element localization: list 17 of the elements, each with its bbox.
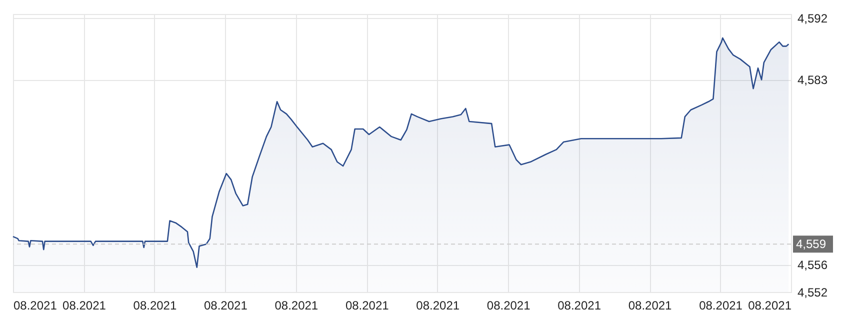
x-tick-label: 08.2021 <box>628 298 672 312</box>
x-tick-label: 08.2021 <box>274 298 318 312</box>
y-tick-label: 4,583 <box>798 73 828 88</box>
x-tick-label: 08.2021 <box>133 298 177 312</box>
x-tick-label: 08.2021 <box>486 298 531 312</box>
x-tick-label: 08.2021 <box>699 298 743 312</box>
x-tick-label: 08.2021 <box>345 298 390 312</box>
y-tick-label: 4,552 <box>798 286 828 300</box>
x-tick-label: 08.2021 <box>14 298 58 312</box>
y-tick-label: 4,592 <box>798 12 828 26</box>
y-tick-label: 4,556 <box>798 258 828 272</box>
ref-line-label: 4,559 <box>796 237 826 252</box>
x-tick-label: 08.2021 <box>748 298 792 312</box>
x-tick-label: 08.2021 <box>204 298 248 312</box>
x-tick-label: 08.2021 <box>62 298 106 312</box>
x-tick-label: 08.2021 <box>416 298 460 312</box>
x-tick-label: 08.2021 <box>558 298 602 312</box>
